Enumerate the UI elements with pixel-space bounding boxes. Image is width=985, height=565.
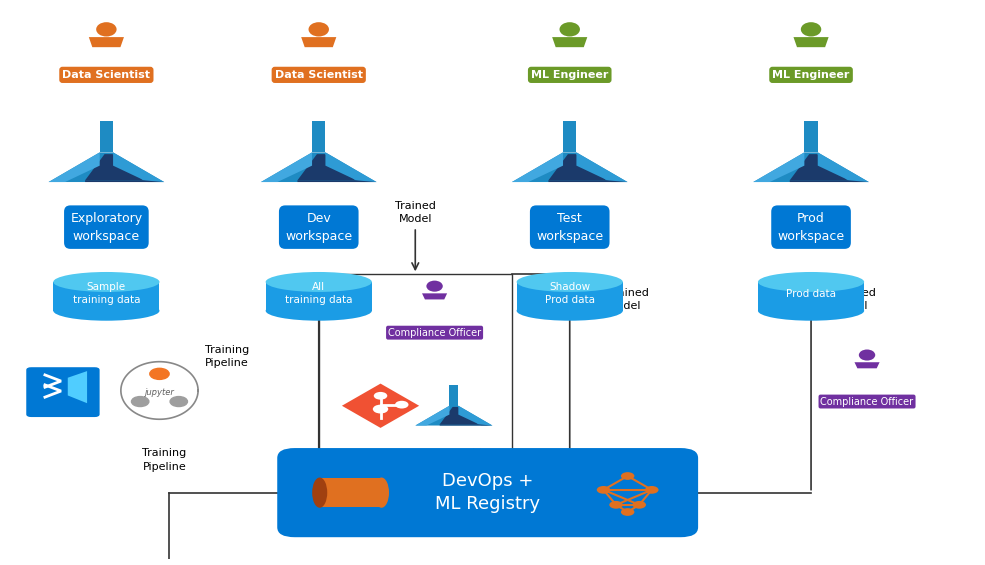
Bar: [805, 121, 818, 153]
Text: ML Engineer: ML Engineer: [531, 70, 609, 80]
Polygon shape: [48, 153, 99, 182]
Circle shape: [395, 401, 409, 408]
Bar: [319, 274, 512, 457]
Polygon shape: [48, 153, 164, 182]
Ellipse shape: [53, 301, 160, 321]
Text: Data Scientist: Data Scientist: [62, 70, 151, 80]
Circle shape: [150, 368, 169, 380]
Ellipse shape: [427, 281, 443, 292]
Circle shape: [632, 501, 646, 509]
Text: Trained
Model: Trained Model: [609, 288, 649, 311]
Polygon shape: [261, 153, 312, 182]
Ellipse shape: [308, 22, 329, 37]
Polygon shape: [818, 153, 869, 182]
Ellipse shape: [53, 272, 160, 292]
Polygon shape: [113, 153, 164, 182]
Polygon shape: [553, 37, 587, 47]
Text: Prod data: Prod data: [786, 289, 836, 298]
Polygon shape: [416, 406, 449, 425]
Polygon shape: [754, 153, 869, 182]
Text: Test
workspace: Test workspace: [536, 212, 603, 242]
Bar: [757, 282, 864, 311]
Bar: [99, 121, 113, 153]
Circle shape: [645, 486, 659, 494]
Polygon shape: [458, 406, 492, 425]
Text: Data Scientist: Data Scientist: [275, 70, 362, 80]
Polygon shape: [325, 153, 376, 182]
Circle shape: [170, 397, 187, 407]
Polygon shape: [512, 153, 627, 182]
Text: Prod
workspace: Prod workspace: [777, 212, 844, 242]
Ellipse shape: [266, 272, 372, 292]
Ellipse shape: [516, 272, 623, 292]
Text: Training
Pipeline: Training Pipeline: [142, 449, 186, 472]
Polygon shape: [790, 154, 847, 180]
Polygon shape: [439, 407, 478, 424]
Bar: [320, 478, 381, 507]
Circle shape: [372, 405, 388, 414]
Polygon shape: [261, 153, 376, 182]
Ellipse shape: [516, 301, 623, 321]
FancyBboxPatch shape: [277, 448, 698, 537]
Polygon shape: [855, 362, 880, 368]
Polygon shape: [297, 180, 376, 182]
Polygon shape: [422, 293, 447, 299]
Polygon shape: [439, 424, 492, 425]
Ellipse shape: [758, 272, 864, 292]
Text: Training
Pipeline: Training Pipeline: [205, 345, 249, 368]
Polygon shape: [301, 37, 336, 47]
Polygon shape: [416, 406, 492, 425]
Polygon shape: [754, 153, 805, 182]
Text: Trained
Model: Trained Model: [395, 201, 435, 224]
Ellipse shape: [374, 477, 389, 508]
Circle shape: [621, 472, 634, 480]
Circle shape: [373, 392, 387, 399]
Ellipse shape: [859, 350, 876, 360]
Bar: [312, 121, 325, 153]
Text: Exploratory
workspace: Exploratory workspace: [70, 212, 143, 242]
Polygon shape: [576, 153, 627, 182]
Bar: [266, 282, 372, 311]
Text: Shadow
Prod data: Shadow Prod data: [545, 282, 595, 305]
Text: All
training data: All training data: [285, 282, 353, 305]
Text: Dev
workspace: Dev workspace: [286, 212, 353, 242]
Text: Sample
training data: Sample training data: [73, 282, 140, 305]
Polygon shape: [342, 384, 420, 428]
Bar: [449, 385, 458, 406]
Polygon shape: [790, 180, 869, 182]
Circle shape: [597, 486, 611, 494]
FancyBboxPatch shape: [27, 367, 99, 417]
Polygon shape: [512, 153, 563, 182]
Bar: [516, 282, 623, 311]
Polygon shape: [297, 154, 356, 180]
Text: DevOps +
ML Registry: DevOps + ML Registry: [435, 472, 540, 514]
Bar: [563, 121, 576, 153]
Text: Compliance Officer: Compliance Officer: [388, 328, 481, 338]
Ellipse shape: [97, 22, 116, 37]
Text: ML Engineer: ML Engineer: [772, 70, 850, 80]
Text: Compliance Officer: Compliance Officer: [821, 397, 914, 407]
Ellipse shape: [312, 477, 327, 508]
Polygon shape: [794, 37, 828, 47]
Polygon shape: [85, 180, 164, 182]
Circle shape: [621, 508, 634, 516]
Polygon shape: [68, 371, 87, 403]
Ellipse shape: [758, 301, 864, 321]
Ellipse shape: [266, 301, 372, 321]
Bar: [53, 282, 160, 311]
Ellipse shape: [801, 22, 821, 37]
Polygon shape: [549, 154, 606, 180]
Circle shape: [131, 397, 149, 407]
Polygon shape: [89, 37, 124, 47]
Text: Trained
Model: Trained Model: [835, 288, 876, 311]
Text: jupyter: jupyter: [145, 388, 174, 397]
Polygon shape: [549, 180, 627, 182]
Circle shape: [610, 501, 623, 509]
Ellipse shape: [559, 22, 580, 37]
Polygon shape: [85, 154, 143, 180]
